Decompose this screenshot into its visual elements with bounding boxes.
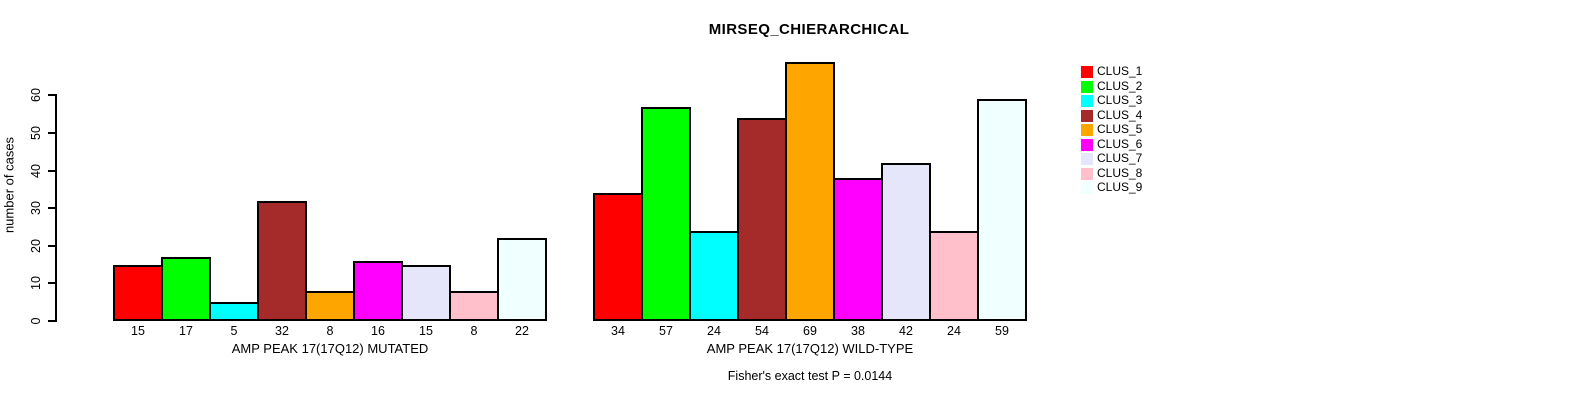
y-tick-label: 60 (29, 88, 43, 103)
y-tick-label: 20 (29, 238, 43, 253)
y-tick-label: 50 (29, 126, 43, 140)
y-axis-label: number of cases (1, 136, 17, 234)
bar-wild-type-clus_5 (785, 62, 835, 321)
legend-label-clus_6: CLUS_6 (1097, 136, 1143, 151)
y-tick-label: 0 (29, 317, 43, 325)
bar-value-label: 5 (230, 324, 238, 338)
bar-value-label: 16 (371, 324, 385, 338)
y-tick-label: 30 (29, 201, 43, 216)
legend-label-clus_5: CLUS_5 (1097, 122, 1143, 137)
y-tick-mark (48, 244, 55, 247)
legend-swatch-clus_1 (1081, 66, 1093, 78)
x-axis-label-wild-type: AMP PEAK 17(17Q12) WILD-TYPE (706, 341, 914, 356)
y-tick-mark (48, 320, 55, 322)
y-tick-mark (48, 282, 55, 285)
bar-mutated-clus_7 (401, 265, 451, 321)
legend-swatch-clus_6 (1081, 138, 1093, 151)
x-axis-label-mutated: AMP PEAK 17(17Q12) MUTATED (231, 341, 429, 356)
bar-value-label: 57 (659, 324, 673, 338)
y-tick-mark (48, 94, 55, 97)
legend-label-clus_9: CLUS_9 (1097, 180, 1143, 195)
bar-wild-type-clus_4 (737, 118, 787, 321)
legend-swatch-clus_5 (1081, 124, 1093, 137)
legend-label-clus_7: CLUS_7 (1097, 151, 1143, 166)
legend-label-clus_2: CLUS_2 (1097, 78, 1143, 93)
y-tick-label: 40 (29, 163, 43, 178)
bar-mutated-clus_6 (353, 261, 403, 321)
bar-wild-type-clus_6 (833, 178, 883, 321)
bar-mutated-clus_3 (209, 302, 259, 321)
legend-swatch-clus_2 (1081, 80, 1093, 93)
bar-value-label: 59 (995, 324, 1009, 338)
legend-swatch-clus_7 (1081, 153, 1093, 166)
bar-value-label: 15 (419, 324, 433, 338)
bar-value-label: 8 (326, 324, 334, 338)
bar-value-label: 15 (131, 324, 145, 338)
bar-value-label: 24 (947, 324, 961, 338)
bar-wild-type-clus_9 (977, 99, 1027, 321)
legend-swatch-clus_3 (1081, 95, 1093, 108)
legend-swatch-clus_9 (1081, 182, 1093, 195)
bar-mutated-clus_8 (449, 291, 499, 321)
bar-wild-type-clus_7 (881, 163, 931, 321)
y-axis-line (55, 94, 57, 322)
bar-value-label: 38 (851, 324, 865, 338)
bar-value-label: 24 (707, 324, 721, 338)
bar-mutated-clus_4 (257, 201, 307, 321)
bar-value-label: 22 (515, 324, 529, 338)
bar-value-label: 42 (899, 324, 913, 338)
legend-label-clus_1: CLUS_1 (1097, 64, 1143, 78)
y-tick-mark (48, 169, 55, 172)
legend-swatch-clus_8 (1081, 167, 1093, 180)
legend-swatch-clus_4 (1081, 109, 1093, 122)
bar-wild-type-clus_1 (593, 193, 643, 321)
bar-value-label: 8 (470, 324, 478, 338)
y-tick-mark (48, 207, 55, 210)
legend-label-clus_8: CLUS_8 (1097, 165, 1143, 180)
bar-mutated-clus_9 (497, 238, 547, 321)
y-tick-mark (48, 132, 55, 134)
bar-mutated-clus_1 (113, 265, 163, 321)
bar-value-label: 69 (803, 324, 817, 338)
bar-wild-type-clus_3 (689, 231, 739, 321)
bar-wild-type-clus_8 (929, 231, 979, 321)
bar-value-label: 54 (755, 324, 769, 338)
bar-value-label: 17 (179, 324, 193, 338)
fisher-test-annotation: Fisher's exact test P = 0.0144 (727, 369, 893, 383)
bar-value-label: 34 (611, 324, 625, 338)
bar-wild-type-clus_2 (641, 107, 691, 321)
legend-label-clus_4: CLUS_4 (1097, 107, 1143, 122)
chart-title: MIRSEQ_CHIERARCHICAL (708, 21, 910, 38)
bar-value-label: 32 (275, 324, 289, 338)
legend-label-clus_3: CLUS_3 (1097, 93, 1143, 108)
bar-mutated-clus_5 (305, 291, 355, 321)
y-tick-label: 10 (29, 276, 43, 291)
bar-mutated-clus_2 (161, 257, 211, 321)
